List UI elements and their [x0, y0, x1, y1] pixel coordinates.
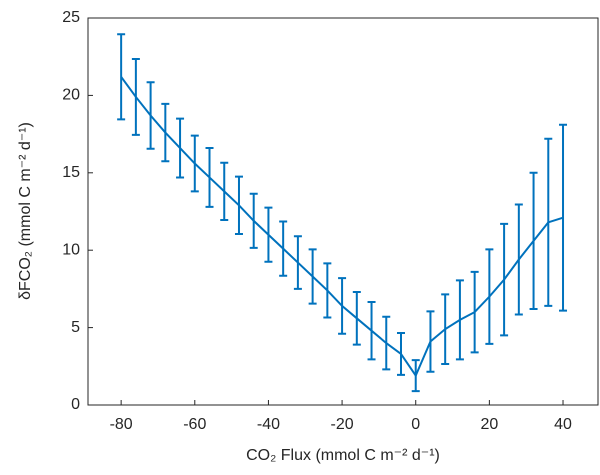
error-bar [485, 248, 494, 345]
x-axis-label: CO₂ Flux (mmol C m⁻² d⁻¹) [246, 447, 440, 464]
x-tick-label: -20 [331, 416, 354, 433]
y-tick-label: 10 [62, 241, 80, 258]
error-bar [426, 310, 435, 373]
error-bar [500, 222, 509, 337]
error-bar [367, 301, 376, 361]
y-tick-label: 0 [71, 396, 80, 413]
error-bar [411, 359, 420, 393]
y-tick-label: 20 [62, 87, 80, 104]
plot-box [87, 17, 599, 406]
error-bar [470, 270, 479, 354]
error-bar [338, 277, 347, 335]
error-bar [352, 290, 361, 346]
x-tick-label: 40 [554, 416, 572, 433]
error-bar [293, 235, 302, 290]
error-bar [441, 293, 450, 365]
x-tick-label: -60 [183, 416, 206, 433]
error-bar [161, 102, 170, 163]
error-bar [131, 58, 140, 136]
y-axis-label: δFCO₂ (mmol C m⁻² d⁻¹) [17, 122, 34, 300]
error-bar [529, 171, 538, 311]
error-bar [249, 192, 258, 249]
x-tick-label: -80 [110, 416, 133, 433]
error-bar [264, 206, 273, 263]
error-bar [234, 175, 243, 235]
error-bar [190, 134, 199, 193]
error-bar [559, 123, 568, 312]
error-bar [544, 137, 553, 307]
error-bar [146, 81, 155, 150]
x-tick-label: 0 [411, 416, 420, 433]
error-bar [308, 248, 317, 305]
error-bar [396, 332, 405, 376]
y-tick-label: 15 [62, 164, 80, 181]
error-bar [205, 147, 214, 208]
error-bar [382, 315, 391, 371]
error-bar [220, 161, 229, 222]
error-bar [176, 117, 185, 179]
error-bar [117, 33, 126, 121]
x-tick-label: 20 [480, 416, 498, 433]
error-bar [514, 203, 523, 316]
error-bar [279, 220, 288, 277]
y-tick-label: 5 [71, 319, 80, 336]
error-bar [323, 262, 332, 319]
y-tick-label: 25 [62, 9, 80, 26]
x-tick-label: -40 [257, 416, 280, 433]
error-bar [455, 279, 464, 361]
